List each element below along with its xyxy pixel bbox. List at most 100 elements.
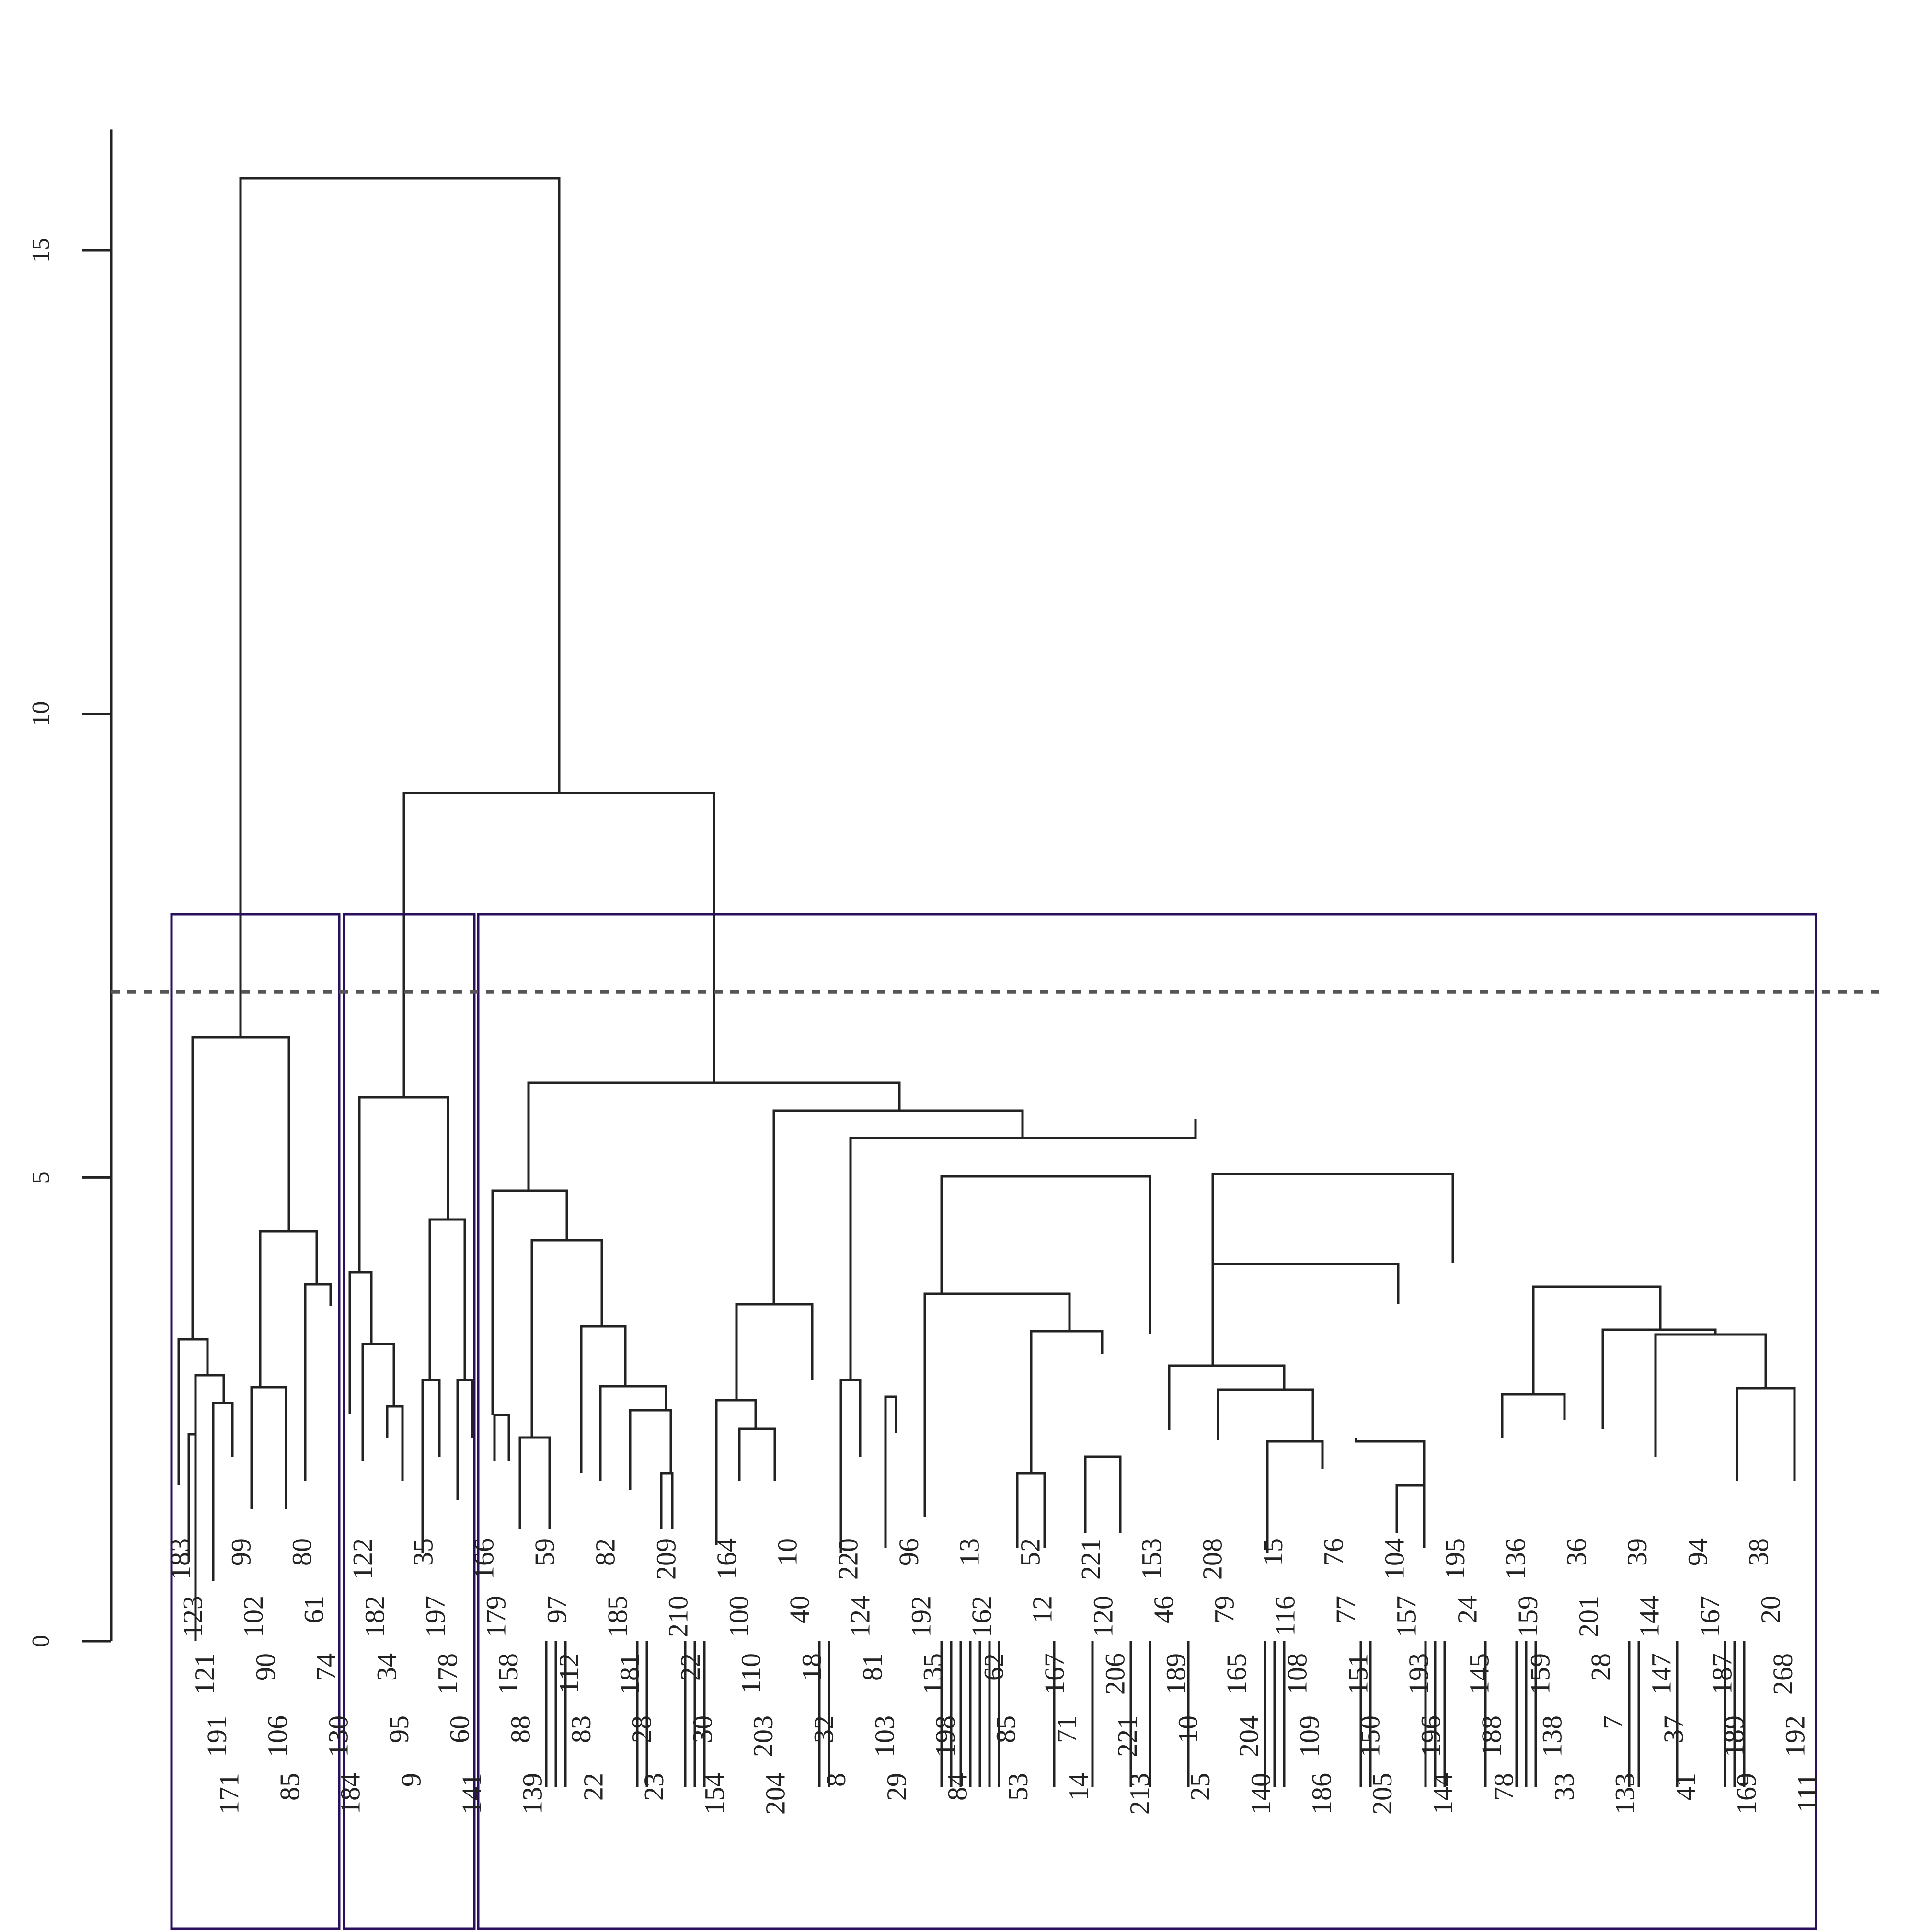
leaf-label: 179 <box>481 1596 512 1637</box>
leaf-label: 106 <box>262 1715 293 1757</box>
dendrogram-link-32 <box>884 1395 897 1548</box>
dendrogram-link-37 <box>1084 1455 1122 1533</box>
dendrogram-link-34 <box>923 1292 1071 1517</box>
dendrogram-link-0 <box>239 177 561 1037</box>
leaf-label: 268 <box>1767 1653 1798 1695</box>
leaf-labels: 1831231211911719910290106858061741301841… <box>165 1538 1823 1815</box>
leaf-label: 178 <box>432 1653 463 1695</box>
leaf-label: 35 <box>408 1538 439 1566</box>
dendrogram-link-4 <box>304 1283 332 1481</box>
leaf-label: 13 <box>954 1538 985 1566</box>
dendrogram-link-42 <box>1266 1440 1324 1552</box>
leaf-label: 84 <box>942 1773 973 1801</box>
cluster-box-1 <box>170 913 341 1930</box>
leaf-label: 124 <box>845 1596 876 1637</box>
leaf-label: 12 <box>1027 1596 1058 1623</box>
leaf-label: 130 <box>322 1715 354 1757</box>
leaf-label: 153 <box>1136 1538 1167 1580</box>
leaf-label: 210 <box>663 1596 694 1637</box>
leaf-label: 165 <box>1221 1653 1252 1695</box>
leaf-label: 120 <box>1087 1596 1118 1637</box>
leaf-label: 197 <box>420 1596 451 1637</box>
leaf-label: 32 <box>808 1715 840 1743</box>
leaf-label: 116 <box>1269 1596 1300 1636</box>
dendrogram-link-25 <box>518 1436 551 1529</box>
leaf-label: 206 <box>1100 1653 1131 1695</box>
leaf-label: 138 <box>1537 1715 1568 1757</box>
leaf-label: 151 <box>1342 1653 1373 1695</box>
leaf-label: 38 <box>1743 1538 1774 1566</box>
dendrogram-link-33 <box>940 1175 1151 1334</box>
leaf-label: 204 <box>759 1773 791 1815</box>
leaf-label: 52 <box>1014 1538 1046 1566</box>
dendrogram-link-29 <box>738 1427 776 1481</box>
leaf-label: 191 <box>201 1715 232 1757</box>
y-tick-label-5: 5 <box>27 1171 55 1184</box>
leaf-label: 71 <box>1051 1715 1082 1743</box>
dendrogram-link-21 <box>599 1385 667 1481</box>
leaf-label: 201 <box>1573 1596 1604 1637</box>
leaf-label: 77 <box>1330 1596 1361 1623</box>
dendrogram-link-20 <box>580 1325 627 1473</box>
dendrogram-link-15 <box>421 1379 441 1552</box>
dendrogram-link-35 <box>1030 1330 1104 1473</box>
leaf-label: 144 <box>1633 1596 1665 1637</box>
leaf-label: 8 <box>820 1773 851 1787</box>
leaf-label: 94 <box>1682 1538 1714 1566</box>
leaf-label: 46 <box>1148 1596 1179 1623</box>
leaf-label: 133 <box>1610 1773 1641 1815</box>
leaf-label: 24 <box>1451 1596 1483 1623</box>
leaf-label: 139 <box>517 1773 548 1815</box>
leaf-label: 110 <box>736 1653 767 1694</box>
leaf-label: 158 <box>493 1653 524 1695</box>
leaf-label: 23 <box>638 1773 669 1801</box>
leaf-label: 82 <box>590 1538 621 1566</box>
leaf-label: 150 <box>1355 1715 1386 1757</box>
dendrogram-link-13 <box>386 1405 404 1481</box>
dendrogram-link-44 <box>1395 1484 1426 1548</box>
leaf-label: 121 <box>189 1653 220 1695</box>
dendrogram-link-14 <box>428 1218 466 1380</box>
leaf-label: 18 <box>796 1653 827 1681</box>
leaf-label: 205 <box>1367 1773 1398 1815</box>
leaf-label: 166 <box>468 1538 499 1580</box>
leaf-label: 60 <box>444 1715 475 1743</box>
leaf-label: 10 <box>772 1538 803 1566</box>
leaf-label: 7 <box>1597 1715 1628 1729</box>
dendrogram-link-19 <box>530 1239 603 1438</box>
dendrogram-link-3 <box>259 1230 318 1387</box>
leaf-label: 220 <box>832 1538 863 1580</box>
leaf-label: 29 <box>881 1773 912 1801</box>
cluster-box-3 <box>477 913 1817 1930</box>
leaf-label: 198 <box>930 1715 961 1757</box>
leaf-label: 36 <box>1561 1538 1592 1566</box>
dendrogram-link-6 <box>194 1374 225 1434</box>
leaf-label: 15 <box>1257 1538 1288 1566</box>
leaf-label: 181 <box>614 1653 645 1695</box>
leaf-label: 108 <box>1282 1653 1313 1695</box>
leaf-label: 85 <box>274 1773 305 1801</box>
dendrogram-link-45 <box>1532 1285 1662 1394</box>
dendrogram-link-23 <box>660 1472 674 1529</box>
leaf-label: 157 <box>1391 1596 1422 1637</box>
dendrogram-link-48 <box>1654 1333 1767 1457</box>
leaf-label: 186 <box>1306 1773 1337 1815</box>
dendrogram-link-40 <box>1168 1364 1286 1430</box>
leaf-label: 164 <box>711 1538 742 1580</box>
leaf-label: 213 <box>1124 1773 1155 1815</box>
leaf-label: 159 <box>1524 1653 1555 1695</box>
dendrogram-link-38 <box>1211 1173 1454 1264</box>
leaf-label: 136 <box>1500 1538 1531 1580</box>
leaf-label: 185 <box>602 1596 633 1637</box>
leaf-label: 53 <box>1002 1773 1034 1801</box>
leaf-label: 112 <box>553 1653 585 1694</box>
leaf-label: 20 <box>1755 1596 1786 1623</box>
leaf-label: 22 <box>675 1653 706 1681</box>
dendrogram-link-49 <box>1736 1387 1796 1481</box>
dendrogram-link-24 <box>493 1414 510 1461</box>
leaf-label: 162 <box>966 1596 997 1637</box>
leaf-label: 123 <box>177 1596 208 1637</box>
leaf-label: 41 <box>1670 1773 1701 1801</box>
leaf-label: 147 <box>1646 1653 1677 1695</box>
